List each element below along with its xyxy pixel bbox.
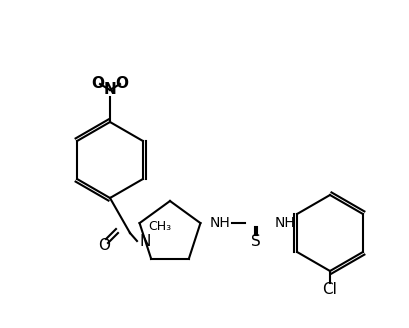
Text: O: O [98,237,110,253]
Text: S: S [250,234,260,249]
Text: N: N [103,83,116,97]
Text: O: O [115,76,128,92]
Text: NH: NH [274,216,295,230]
Text: N: N [139,234,151,249]
Text: O: O [91,76,104,92]
Text: CH₃: CH₃ [148,219,171,233]
Text: NH: NH [209,216,230,230]
Text: Cl: Cl [322,281,337,297]
